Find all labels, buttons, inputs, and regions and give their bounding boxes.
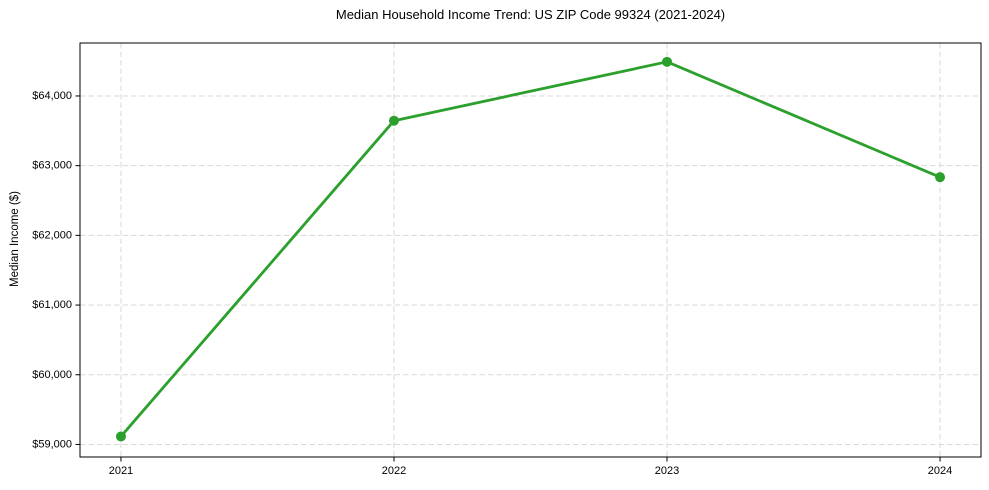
y-tick-label: $64,000 — [32, 90, 72, 102]
x-tick-label: 2021 — [109, 465, 133, 477]
y-tick-label: $63,000 — [32, 160, 72, 172]
plot-border — [79, 42, 982, 458]
y-tick-label: $62,000 — [32, 229, 72, 241]
data-point-marker — [115, 431, 126, 442]
x-tick-label: 2022 — [382, 465, 406, 477]
data-point-marker — [662, 56, 673, 67]
data-point-marker — [388, 115, 399, 126]
y-tick-label: $60,000 — [32, 369, 72, 381]
y-tick-label: $59,000 — [32, 438, 72, 450]
chart-title: Median Household Income Trend: US ZIP Co… — [335, 7, 726, 22]
data-point-marker — [935, 172, 946, 183]
y-tick-label: $61,000 — [32, 299, 72, 311]
x-tick-label: 2024 — [928, 465, 952, 477]
x-tick-label: 2023 — [655, 465, 679, 477]
income-trend-line — [119, 60, 942, 438]
